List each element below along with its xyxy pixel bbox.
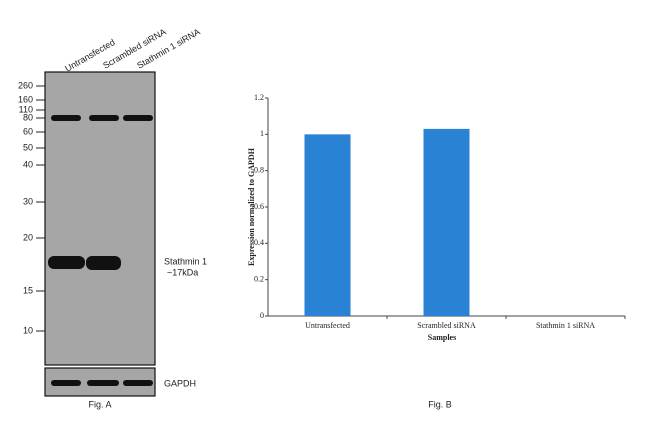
bar: [304, 134, 351, 316]
band-label: Stathmin 1: [164, 256, 207, 266]
band: [123, 380, 153, 386]
marker-label: 260: [18, 80, 33, 90]
caption: Fig. B: [428, 399, 452, 409]
y-tick-label: 0.8: [254, 165, 264, 174]
x-axis-label: Samples: [428, 333, 456, 342]
lane-label: Stathmin 1 siRNA: [135, 27, 202, 71]
band: [87, 380, 119, 386]
marker-label: 50: [23, 142, 33, 152]
marker-label: 15: [23, 285, 33, 295]
band-label: ~17kDa: [167, 267, 198, 277]
band: [123, 115, 153, 121]
marker-label: 160: [18, 94, 33, 104]
y-tick-label: 0: [260, 311, 264, 320]
y-tick-label: 0.6: [254, 202, 264, 211]
marker-label: 10: [23, 325, 33, 335]
marker-label: 30: [23, 196, 33, 206]
band: [89, 115, 119, 121]
band: [51, 380, 81, 386]
bands: [48, 115, 153, 386]
loading-label: GAPDH: [164, 378, 196, 388]
band: [48, 256, 85, 269]
marker-label: 40: [23, 159, 33, 169]
marker-label: 20: [23, 232, 33, 242]
y-tick-label: 1.2: [254, 93, 264, 102]
y-tick-label: 0.2: [254, 274, 264, 283]
marker-label: 60: [23, 126, 33, 136]
y-tick-label: 0.4: [254, 238, 264, 247]
marker-label: 110: [19, 104, 33, 114]
band: [51, 115, 81, 121]
caption: Fig. A: [88, 399, 111, 409]
y-axis-label: Expression normalized to GAPDH: [247, 147, 256, 266]
band: [86, 256, 121, 270]
x-tick-label: Untransfected: [305, 321, 350, 330]
x-tick-label: Scrambled siRNA: [417, 321, 476, 330]
y-tick-label: 1: [260, 129, 264, 138]
bar: [423, 128, 470, 316]
x-tick-label: Stathmin 1 siRNA: [536, 321, 595, 330]
marker-label: 80: [23, 112, 33, 122]
